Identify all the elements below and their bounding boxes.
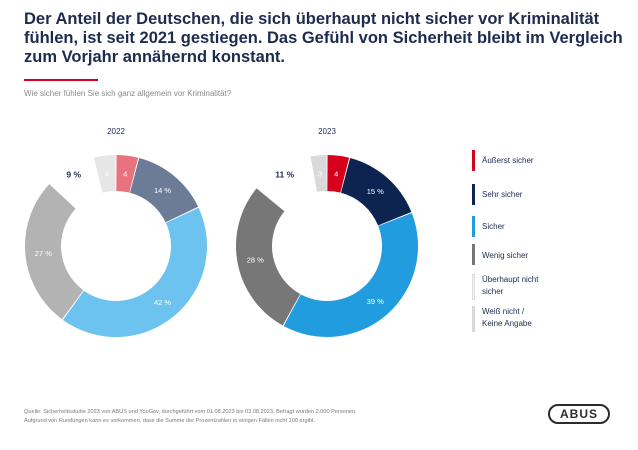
legend-label: Überhaupt nicht sicher — [482, 275, 539, 296]
data-label-wenig-sicher: 27 % — [35, 249, 52, 258]
data-label-sicher: 42 % — [154, 298, 171, 307]
data-label-wei-nicht-keine-angabe: 3 — [318, 169, 322, 178]
donut-slice-sehr-sicher — [129, 157, 199, 223]
legend-label: Weiß nicht / Keine Angabe — [482, 307, 532, 328]
legend-label: Sehr sicher — [482, 190, 523, 199]
donut-slice-u-erst-sicher — [116, 155, 139, 193]
donut-slice-wenig-sicher — [236, 188, 301, 326]
source-line-2: Aufgrund von Rundungen kann es vorkommen… — [24, 418, 316, 424]
legend-swatch — [472, 274, 475, 300]
data-label-sehr-sicher: 14 % — [154, 186, 171, 195]
data-label-u-erst-sicher: 4 — [123, 170, 127, 179]
legend-swatch — [472, 306, 475, 332]
survey-question: Wie sicher fühlen Sie sich ganz allgemei… — [24, 89, 232, 98]
source-note: Quelle: Sicherheitsstudie 2023 von ABUS … — [24, 408, 504, 426]
donut-slice-sehr-sicher — [340, 157, 412, 226]
donut-slice-sicher — [283, 213, 419, 337]
chart-title-2023: 2023 — [318, 127, 336, 136]
donut-charts: 2022 4 14 % 42 % 27 % 9 % 4 2023 4 15 % 39 % 28 % 11… — [25, 127, 419, 338]
donut-slice-wei-nicht-keine-angabe — [93, 155, 116, 193]
data-label-u-erst-sicher: 4 — [334, 170, 338, 179]
legend-label: Wenig sicher — [482, 251, 529, 260]
accent-line — [24, 79, 98, 81]
legend-swatch — [472, 216, 475, 237]
data-label-wenig-sicher: 28 % — [247, 256, 264, 265]
source-line-1: Quelle: Sicherheitsstudie 2023 von ABUS … — [24, 409, 357, 415]
legend-swatch — [472, 244, 475, 265]
donut-slice-berhaupt-nicht-sicher — [50, 157, 103, 209]
donut-slice-sicher — [62, 207, 208, 338]
data-label-berhaupt-nicht-sicher: 11 % — [275, 170, 294, 180]
data-label-wei-nicht-keine-angabe: 4 — [105, 170, 109, 179]
donut-slice-berhaupt-nicht-sicher — [257, 156, 317, 211]
data-label-sehr-sicher: 15 % — [367, 187, 384, 196]
legend-swatch — [472, 150, 475, 171]
legend-swatch — [472, 184, 475, 205]
donut-slice-u-erst-sicher — [327, 155, 350, 193]
legend-label: Äußerst sicher — [482, 156, 534, 165]
donut-slice-wenig-sicher — [25, 184, 84, 320]
data-label-sicher: 39 % — [367, 297, 384, 306]
chart-title-2022: 2022 — [107, 127, 125, 136]
logo-text: ABUS — [559, 407, 598, 421]
abus-logo: ABUS — [548, 404, 610, 424]
headline: Der Anteil der Deutschen, die sich überh… — [24, 10, 623, 66]
legend-label: Sicher — [482, 222, 505, 231]
data-label-berhaupt-nicht-sicher: 9 % — [66, 170, 81, 180]
donut-slice-wei-nicht-keine-angabe — [310, 155, 327, 192]
